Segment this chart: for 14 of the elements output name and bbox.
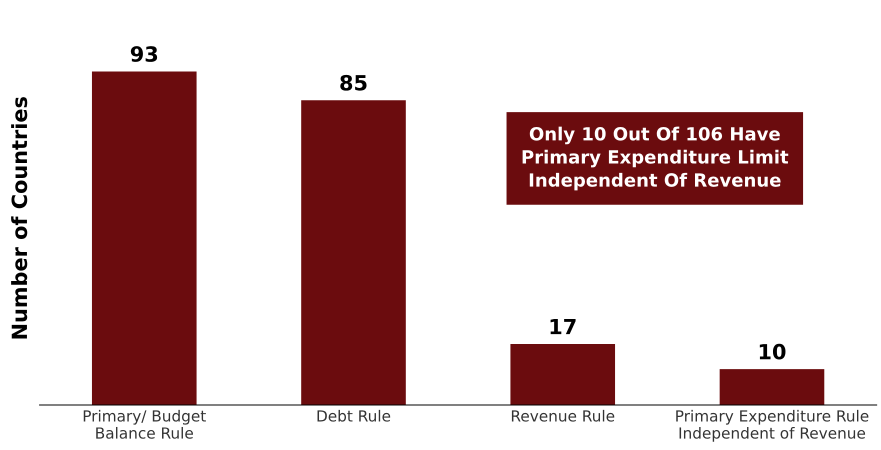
data-label: 17 xyxy=(550,318,576,334)
data-label: 93 xyxy=(130,46,158,62)
data-label: 85 xyxy=(340,74,367,91)
bar xyxy=(92,72,197,405)
bar xyxy=(510,344,616,405)
x-tick-label: Primary/ Budget Balance Rule xyxy=(84,410,206,439)
x-tick-label: Primary Expenditure Rule Independent of Revenue xyxy=(676,410,868,442)
annotation: Only 10 Out Of 106 Have Primary Expenditure Limit Independent Of Revenue xyxy=(522,126,788,190)
bar xyxy=(301,100,406,405)
data-label: 10 xyxy=(760,344,786,360)
y-axis-title: Number of Countries xyxy=(11,97,28,339)
bar xyxy=(720,369,824,405)
x-tick-label: Revenue Rule xyxy=(512,410,614,422)
x-tick-label: Debt Rule xyxy=(318,410,390,422)
